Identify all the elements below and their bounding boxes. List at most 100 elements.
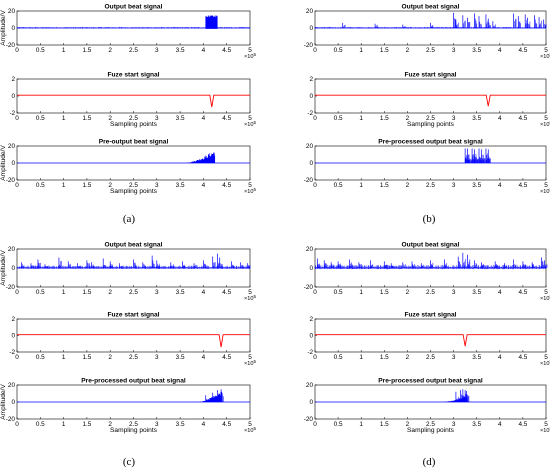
y-axis-label: Amplitude/V: [0, 250, 7, 286]
x-tick-label: 1: [359, 421, 363, 428]
axes-box: [16, 78, 251, 114]
x-exponent: ×105: [244, 359, 257, 367]
series: [17, 389, 250, 403]
x-tick-label: 4: [202, 354, 206, 361]
y-tick-label: 0: [11, 333, 15, 340]
subplot-title: Pre-processed output beat signal: [378, 378, 483, 385]
x-tick-label: 0: [313, 421, 317, 428]
series: [315, 94, 546, 107]
x-tick-label: 0.5: [36, 289, 45, 296]
panel-label: (b): [423, 213, 436, 225]
x-tick-label: 1.5: [82, 182, 91, 189]
x-tick-label: 0.5: [334, 354, 343, 361]
x-tick-label: 0: [15, 115, 19, 122]
x-tick-label: 3.5: [472, 115, 481, 122]
axes-box: [314, 78, 547, 114]
x-tick-label: 2.5: [129, 115, 138, 122]
x-tick-label: 3: [155, 421, 159, 428]
y-tick-label: -20: [6, 177, 16, 184]
y-tick-label: 0: [11, 93, 15, 100]
x-tick-label: 0: [313, 115, 317, 122]
x-tick-label: 5: [248, 115, 252, 122]
x-tick-label: 4: [498, 115, 502, 122]
y-axis-label: Amplitude/V: [0, 384, 7, 420]
x-tick-label: 4.5: [222, 47, 231, 54]
x-tick-label: 1.5: [380, 354, 389, 361]
x-tick-label: 4: [498, 182, 502, 189]
y-tick-label: 20: [8, 382, 16, 389]
y-tick-label: -2: [307, 110, 313, 117]
panel-label: (d): [423, 456, 436, 468]
x-tick-label: 1.5: [380, 115, 389, 122]
subplot-title: Pre-processed output beat signal: [378, 139, 483, 146]
x-tick-label: 3: [155, 354, 159, 361]
x-tick-label: 3: [155, 47, 159, 54]
x-tick-label: 4: [498, 289, 502, 296]
x-tick-label: 3.5: [176, 115, 185, 122]
x-tick-label: 1: [62, 289, 66, 296]
y-tick-label: 20: [306, 382, 314, 389]
series: [17, 152, 250, 164]
fuze-line: [17, 94, 250, 108]
x-axis-label: Sampling points: [407, 121, 455, 128]
series: [16, 253, 251, 269]
x-tick-label: 0.5: [36, 354, 45, 361]
x-tick-label: 4.5: [222, 354, 231, 361]
y-tick-label: 2: [11, 76, 15, 83]
x-tick-label: 3.5: [472, 47, 481, 54]
x-tick-label: 2: [406, 354, 410, 361]
fuze-line: [17, 334, 250, 348]
x-tick-label: 5: [248, 182, 252, 189]
y-axis-label: Amplitude/V: [0, 145, 7, 181]
x-tick-label: 4: [498, 47, 502, 54]
x-tick-label: 1: [359, 182, 363, 189]
x-tick-label: 0: [15, 47, 19, 54]
x-exponent: ×105: [540, 52, 550, 60]
y-tick-label: 2: [309, 316, 313, 323]
x-tick-label: 0: [15, 354, 19, 361]
y-tick-label: -20: [6, 284, 16, 291]
y-tick-label: 20: [8, 143, 16, 150]
y-tick-label: 0: [11, 25, 15, 32]
x-tick-label: 3: [155, 289, 159, 296]
y-tick-label: 0: [11, 399, 15, 406]
x-tick-label: 1.5: [380, 421, 389, 428]
x-tick-label: 3: [452, 182, 456, 189]
x-tick-label: 1: [359, 115, 363, 122]
x-exponent: ×105: [244, 294, 257, 302]
x-tick-label: 2.5: [426, 289, 435, 296]
x-tick-label: 4.5: [518, 182, 527, 189]
x-tick-label: 5: [248, 421, 252, 428]
x-tick-label: 3: [452, 421, 456, 428]
x-tick-label: 5: [544, 115, 548, 122]
subplot-title: Pre-processed output beat signal: [81, 378, 186, 385]
y-tick-label: 0: [11, 160, 15, 167]
y-axis-label: Amplitude/V: [0, 10, 7, 46]
x-tick-label: 3: [452, 47, 456, 54]
x-tick-label: 2.5: [129, 421, 138, 428]
y-tick-label: -2: [9, 349, 15, 356]
y-tick-label: 20: [306, 8, 314, 15]
x-tick-label: 1: [359, 47, 363, 54]
x-tick-label: 1: [62, 421, 66, 428]
x-axis-label: Sampling points: [110, 188, 158, 195]
x-tick-label: 4: [202, 182, 206, 189]
x-tick-label: 0.5: [334, 421, 343, 428]
series: [314, 12, 547, 29]
fuze-line: [315, 334, 546, 347]
y-tick-label: 0: [309, 399, 313, 406]
x-tick-label: 2: [108, 421, 112, 428]
x-tick-label: 3: [155, 182, 159, 189]
x-tick-label: 1.5: [82, 289, 91, 296]
x-tick-label: 3.5: [176, 47, 185, 54]
x-tick-label: 5: [248, 47, 252, 54]
x-tick-label: 4.5: [518, 354, 527, 361]
x-tick-label: 1.5: [82, 115, 91, 122]
x-tick-label: 0.5: [36, 421, 45, 428]
